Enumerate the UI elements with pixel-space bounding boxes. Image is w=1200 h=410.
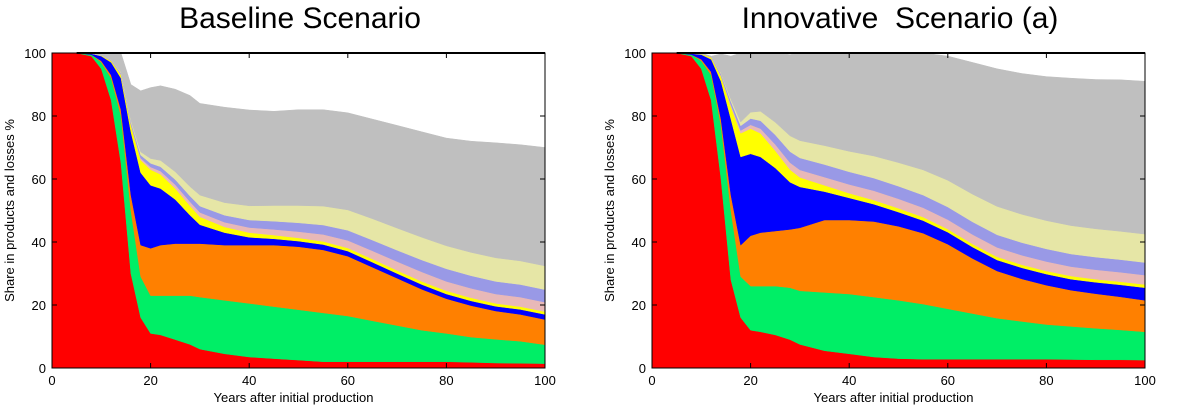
x-tick-label: 60: [341, 373, 355, 388]
y-tick-label: 60: [32, 172, 46, 187]
plot-frame: [651, 52, 1146, 369]
y-tick-label: 100: [624, 46, 646, 61]
x-tick-label: 40: [242, 373, 256, 388]
chart-panel-innovative: Innovative Scenario (a) 0 20 40 60 80 100 0 20 4…: [600, 0, 1200, 410]
y-tick-label: 60: [632, 172, 646, 187]
x-tick-label: 40: [842, 373, 856, 388]
chart-title: Baseline Scenario: [179, 2, 421, 35]
chart-title: Innovative Scenario (a): [741, 2, 1059, 35]
y-axis-label: Share in products and losses %: [2, 119, 17, 302]
y-axis-label: Share in products and losses %: [602, 119, 617, 302]
y-tick-label: 0: [639, 361, 646, 376]
y-tick-label: 20: [632, 298, 646, 313]
x-tick-label: 20: [143, 373, 157, 388]
area-chart-innovative: 0 20 40 60 80 100 0 20 40 60 80 100 Years after init…: [602, 46, 1156, 405]
y-tick-label: 80: [632, 109, 646, 124]
x-tick-label: 100: [534, 373, 556, 388]
x-tick-label: 80: [439, 373, 453, 388]
y-tick-label: 20: [32, 298, 46, 313]
x-tick-label: 20: [743, 373, 757, 388]
y-tick-label: 0: [39, 361, 46, 376]
x-tick-label: 60: [941, 373, 955, 388]
x-axis-label: Years after initial production: [214, 390, 374, 405]
chart-panel-baseline: Baseline Scenario 0 20 40 60 80 100 0 20 40 60 80 1…: [2, 2, 556, 405]
x-axis-label: Years after initial production: [814, 390, 974, 405]
y-tick-label: 40: [632, 235, 646, 250]
x-tick-label: 0: [648, 373, 655, 388]
y-tick-label: 40: [32, 235, 46, 250]
y-tick-label: 80: [32, 109, 46, 124]
x-tick-label: 0: [48, 373, 55, 388]
plot-frame: [51, 52, 546, 369]
x-tick-label: 100: [1134, 373, 1156, 388]
area-chart-baseline: 0 20 40 60 80 100 0 20 40 60 80 100 Years after init…: [2, 46, 556, 405]
x-tick-label: 80: [1039, 373, 1053, 388]
y-tick-label: 100: [24, 46, 46, 61]
